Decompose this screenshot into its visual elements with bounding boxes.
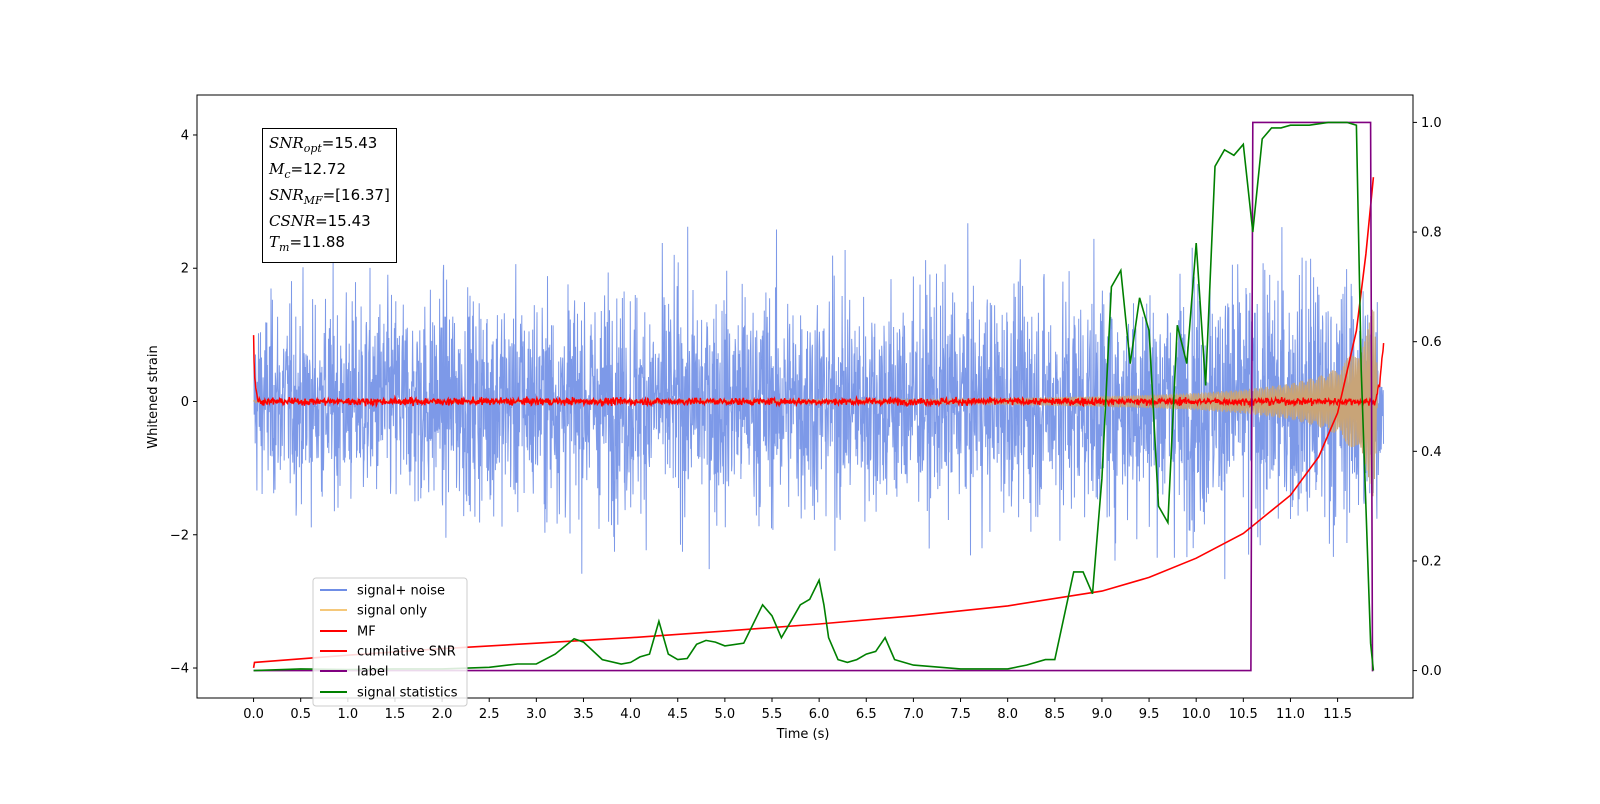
y2-tick-label: 0.4: [1421, 445, 1442, 460]
mf-series: [252, 335, 1385, 409]
x-tick-label: 3.0: [526, 707, 547, 722]
x-tick-label: 4.0: [620, 707, 641, 722]
x-tick-label: 9.0: [1092, 707, 1113, 722]
y-tick-label: −4: [170, 662, 189, 677]
y2-tick-label: 0.0: [1421, 664, 1442, 679]
y2-tick-label: 0.2: [1421, 554, 1442, 569]
x-tick-label: 8.0: [997, 707, 1018, 722]
y-axis-label: Whitened strain: [146, 345, 161, 448]
x-tick-label: 2.5: [479, 707, 500, 722]
x-tick-label: 1.5: [385, 707, 406, 722]
x-tick-label: 6.5: [856, 707, 877, 722]
y-tick-label: −2: [170, 528, 189, 543]
mf-line: [252, 335, 1385, 409]
x-tick-label: 3.5: [573, 707, 594, 722]
x-tick-label: 7.0: [903, 707, 924, 722]
snr-opt-line: SNRopt=15.43: [269, 134, 378, 155]
legend-label-signal-only: signal only: [357, 604, 427, 619]
y-tick-label: 0: [181, 395, 189, 410]
x-tick-label: 4.5: [667, 707, 688, 722]
x-tick-label: 2.0: [432, 707, 453, 722]
x-tick-label: 10.5: [1229, 707, 1258, 722]
x-tick-label: 1.0: [337, 707, 358, 722]
y-axis-right: 1.0 0.8 0.6 0.4 0.2 0.0: [1413, 116, 1442, 679]
x-tick-label: 6.0: [809, 707, 830, 722]
legend-label-mf: MF: [357, 625, 376, 640]
signal-statistics-line: [253, 121, 1375, 672]
legend-label-label: label: [357, 665, 388, 680]
csnr-line: CSNR=15.43: [269, 212, 371, 230]
snr-mf-line: SNRMF=[16.37]: [269, 186, 390, 207]
y-tick-label: 2: [181, 262, 189, 277]
x-tick-label: 7.5: [950, 707, 971, 722]
x-tick-label: 8.5: [1044, 707, 1065, 722]
legend-label-signal-noise: signal+ noise: [357, 584, 445, 599]
legend-label-cumulative-snr: cumilative SNR: [357, 645, 456, 660]
x-tick-label: 5.0: [715, 707, 736, 722]
legend-frame: [312, 577, 468, 707]
y-tick-label: 4: [181, 128, 189, 143]
x-tick-label: 10.0: [1182, 707, 1211, 722]
y-axis-left: 4 2 0 −2 −4: [170, 128, 197, 677]
plot-frame: [196, 94, 1414, 699]
x-tick-label: 11.5: [1323, 707, 1352, 722]
x-tick-label: 9.5: [1139, 707, 1160, 722]
y2-tick-label: 1.0: [1421, 116, 1442, 131]
x-tick-label: 0.5: [290, 707, 311, 722]
snr-info-box: SNRopt=15.43 Mc=12.72 SNRMF=[16.37] CSNR…: [262, 128, 397, 263]
legend: signal+ noise signal only MF cumilative …: [312, 577, 468, 707]
chirp-mass-line: Mc=12.72: [269, 160, 347, 181]
x-tick-label: 0.0: [243, 707, 264, 722]
merger-time-line: Tm=11.88: [269, 233, 345, 254]
x-axis: 0.0 0.5 1.0 1.5 2.0 2.5 3.0 3.5 4.0 4.5 5.0 5.5 6.0 6…: [243, 698, 1352, 722]
x-axis-label: Time (s): [776, 727, 830, 742]
x-tick-label: 5.5: [762, 707, 783, 722]
x-tick-label: 11.0: [1276, 707, 1305, 722]
y2-tick-label: 0.8: [1421, 226, 1442, 241]
legend-label-signal-statistics: signal statistics: [357, 686, 458, 701]
y2-tick-label: 0.6: [1421, 335, 1442, 350]
